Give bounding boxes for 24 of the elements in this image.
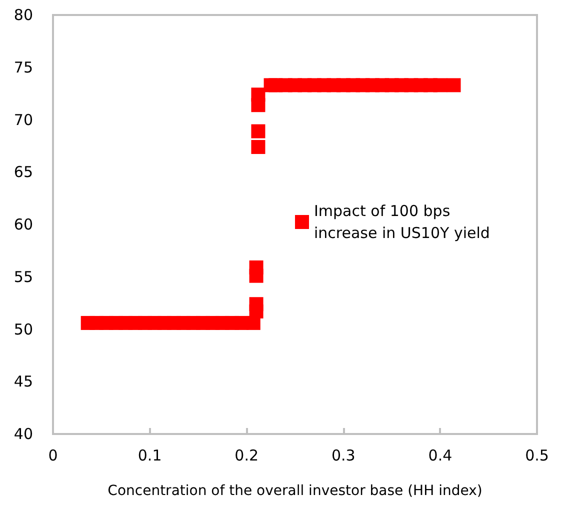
y-tick-label: 80: [14, 6, 33, 24]
x-axis-title: Concentration of the overall investor base (HH index): [108, 483, 482, 499]
y-tick-label: 60: [14, 216, 33, 234]
x-tick-label: 0.1: [138, 446, 162, 464]
y-tick-label: 75: [14, 58, 33, 76]
x-tick-label: 0.2: [234, 446, 259, 464]
point: [433, 78, 448, 92]
point: [251, 124, 266, 138]
x-tick-label: 0.3: [331, 446, 356, 464]
x-tick-label: 0.4: [428, 446, 452, 464]
point: [446, 78, 461, 92]
point: [251, 88, 266, 102]
point: [249, 297, 264, 312]
legend-label: Impact of 100 bps increase in US10Y yield: [314, 202, 490, 242]
point: [251, 140, 266, 154]
point: [249, 260, 264, 274]
y-tick-label: 40: [14, 425, 33, 443]
x-tick-label: 0: [48, 446, 58, 464]
y-tick-label: 70: [14, 110, 33, 129]
y-tick-label: 45: [14, 372, 33, 391]
x-tick-label: 0.5: [525, 446, 549, 464]
y-tick-label: 50: [14, 320, 33, 338]
y-tick-label: 55: [14, 268, 33, 286]
y-tick-label: 65: [14, 163, 33, 182]
